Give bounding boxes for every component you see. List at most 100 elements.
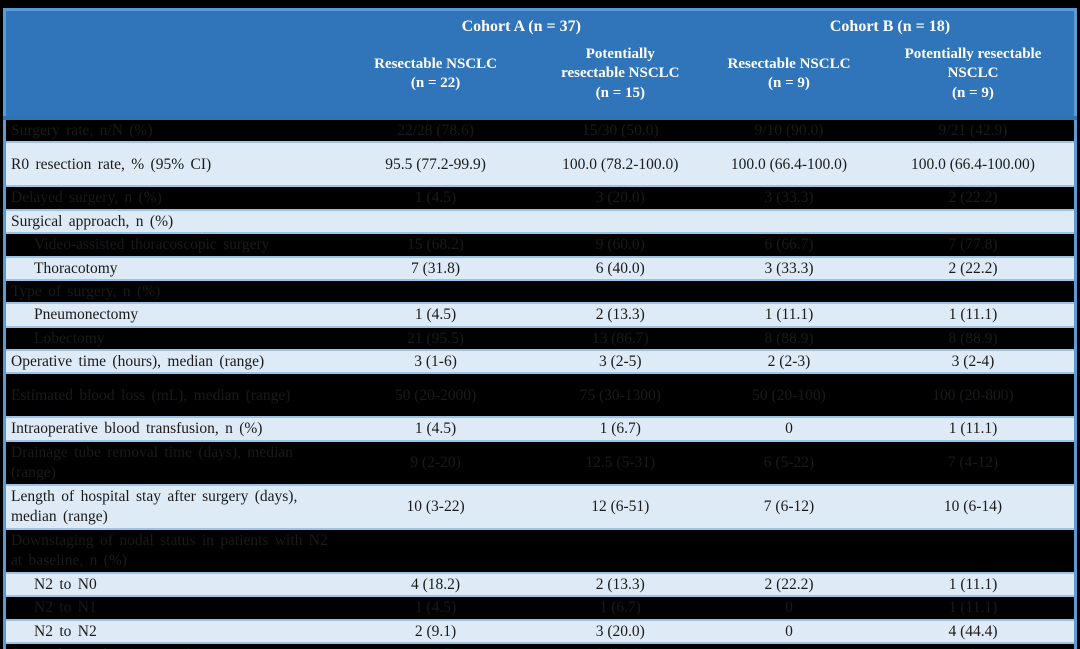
cell-value [535, 210, 706, 233]
cell-value: 4 (18.2) [411, 575, 461, 593]
row-label: N2 to N1 [34, 599, 97, 617]
table-row: Estimated blood loss (mL), median (range… [4, 373, 1076, 417]
table-row: Lobectomy 21 (95.5) 13 (86.7) 8 (88.9) 8 (88… [4, 326, 1076, 350]
cell-value: 6 (40.0) [595, 259, 645, 277]
cell-value: 2 (22.2) [948, 259, 998, 277]
table-row: Thoracotomy 7 (31.8) 6 (40.0) 3 (33.3) 2 (22… [4, 256, 1076, 280]
row-label: Lobectomy [34, 329, 105, 347]
col-header-resectable-a: Resectable NSCLC (n = 22) [336, 40, 535, 120]
cell-value: 9 (2-20) [410, 454, 461, 472]
row-label: Length of hospital stay after surgery (d… [11, 488, 298, 525]
cell-value: 100.0 (66.4-100.0) [730, 155, 848, 173]
row-label: Drainage tube removal time (days), media… [11, 444, 293, 481]
table-row: N2 to N2 2 (9.1) 3 (20.0) 0 4 (44.4) [4, 619, 1076, 643]
cell-value [535, 529, 706, 573]
cell-value: 1 (4.5) [414, 189, 457, 207]
cell-value: 22/28 (78.6) [397, 122, 474, 139]
cell-value: 100.0 (66.4-100.00) [910, 155, 1035, 173]
cell-value: 0 [785, 420, 793, 438]
cell-value: 3 (20.0) [595, 622, 645, 640]
cell-value: 100 (20-800) [932, 386, 1014, 404]
cell-value: 7 (31.8) [411, 259, 461, 277]
cell-value: 4 (44.4) [948, 622, 998, 640]
cell-value: 50 (20-100) [752, 386, 826, 404]
row-label: Estimated blood loss (mL), median (range… [11, 386, 291, 404]
cell-value: 1 (4.5) [414, 306, 457, 324]
table-row: Surgery rate, n/N (%) 22/28 (78.6) 15/30 (… [5, 118, 1076, 142]
cell-value: 3 (20.0) [535, 643, 706, 649]
cohort-a-header: Cohort A (n = 37) [336, 9, 706, 40]
table-row: Pneumonectomy 1 (4.5) 2 (13.3) 1 (11.1) 1 (1… [4, 303, 1076, 327]
cell-value: 15 (68.2) [407, 236, 464, 254]
table-body: Surgery rate, n/N (%) 22/28 (78.6) 15/30 (… [4, 118, 1076, 649]
cell-value: 7 (6-12) [763, 498, 815, 516]
cell-value: 15/30 (50.0) [581, 122, 659, 139]
row-label: N2 to N2 [34, 622, 97, 640]
cell-value: 3 (33.3) [764, 259, 814, 277]
cell-value: 2 (2-3) [767, 353, 811, 370]
cell-value: 9/21 (42.9) [938, 122, 1008, 139]
cell-value: 2 (9.1) [414, 622, 457, 640]
section-row-label: Downstaging of nodal status in patients … [11, 532, 328, 569]
table-row: Operative time (hours), median (range) 3 … [4, 350, 1076, 374]
cell-value [337, 280, 535, 303]
row-label: Operative time (hours), median (range) [11, 353, 265, 370]
cell-value: 3 (1-6) [414, 353, 457, 370]
header-spacer [4, 9, 337, 40]
row-label: R0 resection rate, % (95% CI) [11, 155, 212, 173]
row-label: N2 to N0 [34, 575, 97, 593]
cell-value: 95.5 (77.2-99.9) [385, 155, 486, 173]
cell-value: 75 (30-1300) [579, 386, 661, 404]
cell-value: 1 (11.1) [948, 306, 998, 324]
table-row: Drainage tube removal time (days), media… [4, 440, 1076, 485]
cell-value: 3 (33.3) [764, 189, 814, 207]
cell-value: 0 [706, 643, 872, 649]
cell-value: 10 (3-22) [406, 498, 465, 516]
cell-value [872, 210, 1076, 233]
cell-value: 9/10 (90.0) [754, 122, 824, 139]
row-label: Thoracotomy [34, 259, 118, 277]
cell-value [337, 529, 535, 573]
cell-value: 12 (6-51) [591, 498, 650, 516]
cell-value [872, 529, 1076, 573]
cell-value [872, 280, 1076, 303]
cell-value: 1 (11.1) [948, 575, 998, 593]
table-row: Length of hospital stay after surgery (d… [4, 484, 1076, 529]
row-label: Surgery rate, n/N (%) [11, 122, 153, 139]
subgroup-header-row: Resectable NSCLC (n = 22) Potentially re… [4, 40, 1076, 120]
cell-value: 1 (6.7) [599, 599, 641, 617]
table-row: Type of surgery, n (%) [4, 279, 1076, 303]
cell-value [337, 210, 535, 233]
cell-value: 6 (5-22) [763, 454, 815, 472]
cell-value: 8 (88.9) [764, 329, 814, 347]
table-header: Cohort A (n = 37) Cohort B (n = 18) Rese… [4, 9, 1076, 120]
cell-value [706, 529, 872, 573]
cell-value: 0 [785, 599, 793, 617]
cell-value [535, 280, 706, 303]
section-row-label: Surgical approach, n (%) [11, 212, 174, 230]
table-row: Surgical complications, n (%)1 (4.5)3 (2… [4, 642, 1076, 649]
cell-value: 2 (13.3) [595, 306, 645, 324]
cell-value: 2 (13.3) [595, 575, 645, 593]
section-row-label: Type of surgery, n (%) [11, 282, 161, 300]
cell-value: 0 [872, 643, 1076, 649]
table-row: Video-assisted thoracoscopic surgery 15 (… [4, 233, 1076, 256]
cell-value: 7 (4-12) [947, 454, 999, 472]
cell-value: 6 (66.7) [764, 236, 814, 254]
cell-value: 1 (11.1) [764, 306, 814, 324]
cell-value: 12.5 (5-31) [585, 454, 656, 472]
cell-value [706, 280, 872, 303]
cell-value: 1 (4.5) [337, 643, 535, 649]
col-header-potentially-resectable-b: Potentially resectable NSCLC (n = 9) [871, 40, 1076, 120]
cell-value: 50 (20-2000) [394, 386, 477, 404]
cell-value: 13 (86.7) [591, 329, 649, 347]
cohort-header-row: Cohort A (n = 37) Cohort B (n = 18) [4, 9, 1076, 40]
cell-value: 21 (95.5) [407, 329, 464, 347]
cell-value: 2 (22.2) [948, 189, 998, 207]
cell-value: 9 (60.0) [595, 236, 645, 254]
table-row: Surgical approach, n (%) [4, 209, 1076, 234]
header-spacer [4, 40, 337, 120]
cell-value: 1 (11.1) [948, 420, 998, 438]
row-label: Video-assisted thoracoscopic surgery [34, 236, 270, 254]
